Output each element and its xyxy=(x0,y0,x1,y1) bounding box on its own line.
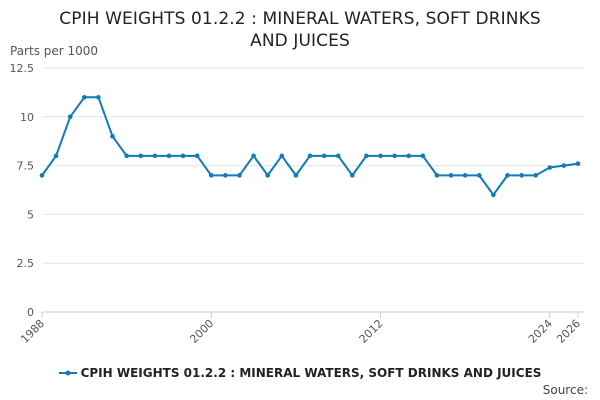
data-point[interactable] xyxy=(110,134,115,139)
legend[interactable]: CPIH WEIGHTS 01.2.2 : MINERAL WATERS, SO… xyxy=(0,366,600,380)
data-point[interactable] xyxy=(519,173,524,178)
data-point[interactable] xyxy=(223,173,228,178)
y-tick-label: 2.5 xyxy=(17,257,35,270)
legend-swatch-icon xyxy=(58,370,77,376)
data-point[interactable] xyxy=(575,161,581,166)
data-point[interactable] xyxy=(561,163,567,168)
series-line xyxy=(41,96,579,196)
data-point[interactable] xyxy=(96,94,101,100)
data-point[interactable] xyxy=(321,153,327,159)
data-point[interactable] xyxy=(462,173,468,178)
legend-label: CPIH WEIGHTS 01.2.2 : MINERAL WATERS, SO… xyxy=(80,366,542,380)
data-point[interactable] xyxy=(491,192,496,198)
y-tick-label: 0 xyxy=(27,306,34,319)
data-point[interactable] xyxy=(67,114,73,120)
source-label: Source: xyxy=(542,383,588,397)
data-point[interactable] xyxy=(194,153,200,159)
data-point[interactable] xyxy=(237,173,242,178)
x-tick-label: 2024 xyxy=(526,317,555,346)
x-tick-label: 2026 xyxy=(554,317,583,346)
chart-title: CPIH WEIGHTS 01.2.2 : MINERAL WATERS, SO… xyxy=(0,8,600,52)
data-point[interactable] xyxy=(434,173,440,178)
data-point[interactable] xyxy=(350,173,355,178)
x-axis: 1988 2000 2012 2024 2026 xyxy=(18,311,584,346)
data-point[interactable] xyxy=(293,173,299,178)
data-point[interactable] xyxy=(251,153,256,159)
y-axis-label: Parts per 1000 xyxy=(10,44,98,58)
data-point[interactable] xyxy=(476,173,482,178)
data-point[interactable] xyxy=(138,153,144,159)
gridlines xyxy=(42,67,584,264)
series-group xyxy=(39,94,581,198)
data-point[interactable] xyxy=(265,173,270,178)
data-point[interactable] xyxy=(448,173,454,178)
x-tick-label: 2012 xyxy=(357,317,386,346)
x-tick-label: 2000 xyxy=(187,317,216,346)
y-tick-label: 5 xyxy=(27,208,34,221)
data-point[interactable] xyxy=(166,153,172,159)
data-point[interactable] xyxy=(335,153,341,159)
y-tick-label: 10 xyxy=(20,111,34,124)
data-point[interactable] xyxy=(420,153,426,159)
data-point[interactable] xyxy=(378,153,383,159)
chart-title-line-2: AND JUICES xyxy=(250,31,350,51)
y-tick-labels: 0 2.5 5 7.5 10 12.5 xyxy=(10,62,35,319)
data-point[interactable] xyxy=(208,173,214,178)
data-point[interactable] xyxy=(392,153,397,159)
data-point[interactable] xyxy=(505,173,510,178)
data-point[interactable] xyxy=(279,153,285,159)
y-tick-label: 7.5 xyxy=(17,160,35,173)
data-point[interactable] xyxy=(307,153,313,159)
data-point[interactable] xyxy=(152,153,158,159)
data-point[interactable] xyxy=(406,153,412,159)
data-point[interactable] xyxy=(82,94,87,100)
data-point[interactable] xyxy=(533,173,538,178)
data-point[interactable] xyxy=(53,153,59,159)
data-point[interactable] xyxy=(39,173,45,178)
data-point[interactable] xyxy=(547,165,553,170)
data-point[interactable] xyxy=(364,153,369,159)
y-tick-label: 12.5 xyxy=(10,62,35,75)
x-tick-label: 1988 xyxy=(18,317,47,346)
chart-title-line-1: CPIH WEIGHTS 01.2.2 : MINERAL WATERS, SO… xyxy=(59,9,541,29)
data-point[interactable] xyxy=(124,153,129,159)
data-point[interactable] xyxy=(180,153,186,159)
